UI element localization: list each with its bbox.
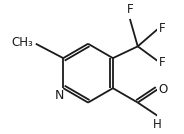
Text: N: N [55,90,64,103]
Text: CH₃: CH₃ [11,36,33,49]
Text: F: F [159,56,165,69]
Text: F: F [159,22,165,35]
Text: O: O [159,83,168,96]
Text: F: F [127,3,133,16]
Text: H: H [153,118,162,131]
